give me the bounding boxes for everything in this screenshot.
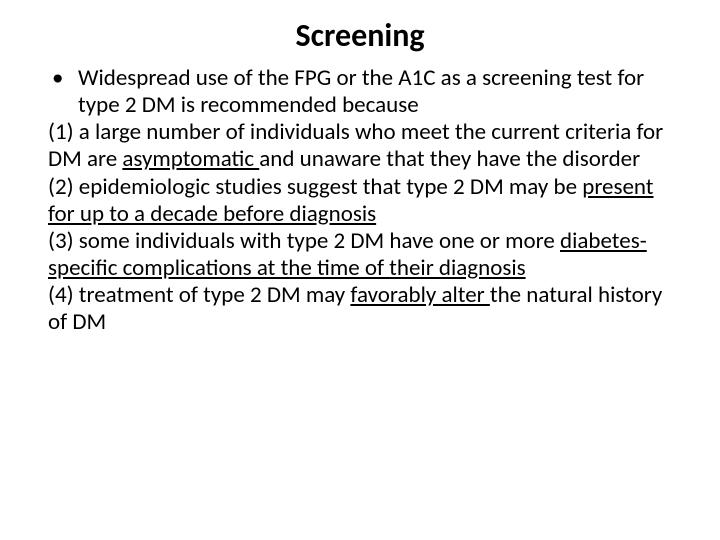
slide-body: • Widespread use of the FPG or the A1C a… — [48, 65, 672, 336]
list-item: (1) a large number of individuals who me… — [48, 119, 672, 173]
bullet-item: • Widespread use of the FPG or the A1C a… — [48, 65, 672, 119]
item-underlined: favorably alter — [350, 281, 489, 309]
list-item: (4) treatment of type 2 DM may favorably… — [48, 282, 672, 336]
item-prefix: (2) epidemiologic studies suggest that t… — [48, 173, 582, 201]
item-underlined: asymptomatic — [122, 145, 259, 173]
bullet-dot-icon: • — [48, 65, 78, 92]
item-prefix: (4) treatment of type 2 DM may — [48, 281, 350, 309]
slide-title: Screening — [48, 16, 672, 55]
slide: Screening • Widespread use of the FPG or… — [0, 0, 720, 540]
item-prefix: (3) some individuals with type 2 DM have… — [48, 227, 560, 255]
list-item: (2) epidemiologic studies suggest that t… — [48, 174, 672, 228]
list-item: (3) some individuals with type 2 DM have… — [48, 228, 672, 282]
item-suffix: and unaware that they have the disorder — [259, 145, 640, 173]
bullet-text: Widespread use of the FPG or the A1C as … — [78, 65, 672, 119]
